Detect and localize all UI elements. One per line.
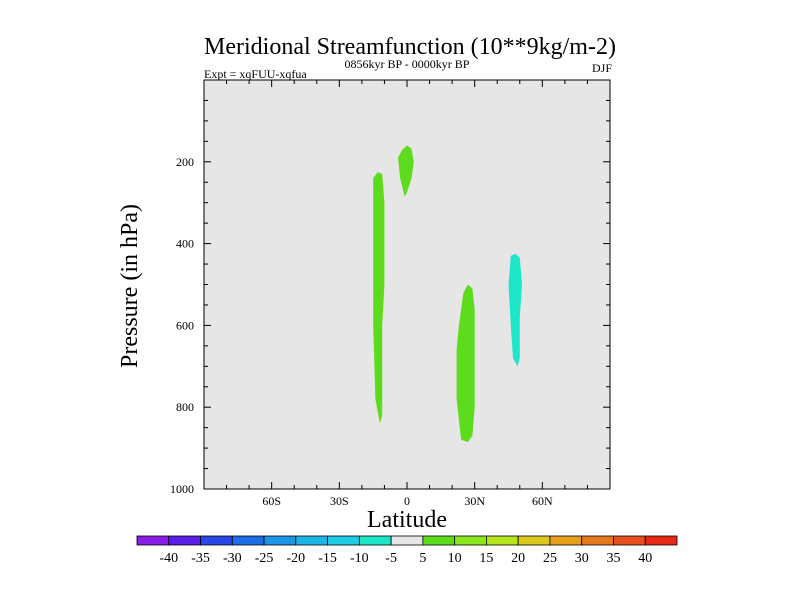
colorbar-label: -15 bbox=[318, 551, 337, 566]
colorbar-swatch bbox=[486, 535, 519, 546]
colorbar-label: 15 bbox=[479, 551, 493, 566]
x-tick-label: 60S bbox=[262, 494, 281, 508]
x-tick-label: 60N bbox=[532, 494, 553, 508]
colorbar-swatch bbox=[517, 535, 551, 546]
region-northern-midlatitudes bbox=[508, 253, 522, 367]
x-tick-label: 30S bbox=[330, 494, 349, 508]
colorbar-swatch bbox=[168, 535, 201, 546]
colorbar-swatch bbox=[422, 535, 456, 546]
colorbar-label: -20 bbox=[286, 551, 305, 566]
plot-area bbox=[204, 80, 610, 489]
colorbar-swatch bbox=[327, 535, 360, 546]
colorbar-swatch bbox=[454, 535, 487, 546]
contour-regions bbox=[373, 145, 522, 442]
colorbar-swatch bbox=[231, 535, 265, 546]
region-polar-cap-south-of-equator bbox=[398, 145, 414, 197]
colorbar-label: -35 bbox=[191, 551, 210, 566]
colorbar-swatch bbox=[136, 535, 170, 546]
colorbar-label: 35 bbox=[606, 551, 620, 566]
colorbar-label: 20 bbox=[511, 551, 525, 566]
colorbar-label: -30 bbox=[223, 551, 242, 566]
colorbar-label: -40 bbox=[159, 551, 178, 566]
y-tick-label: 400 bbox=[176, 237, 194, 251]
season-label: DJF bbox=[592, 61, 612, 75]
colorbar-label: 25 bbox=[543, 551, 557, 566]
chart-title: Meridional Streamfunction (10**9kg/m-2) bbox=[204, 34, 616, 60]
y-tick-label: 800 bbox=[176, 400, 194, 414]
colorbar-swatch bbox=[581, 535, 614, 546]
x-tick-label: 0 bbox=[404, 494, 410, 508]
colorbar-swatch bbox=[295, 535, 328, 546]
colorbar-label: 5 bbox=[419, 551, 426, 566]
y-tick-label: 1000 bbox=[170, 482, 194, 496]
colorbar-swatch bbox=[200, 535, 233, 546]
colorbar-label: 40 bbox=[638, 551, 652, 566]
colorbar-swatch bbox=[613, 535, 646, 546]
colorbar-swatch bbox=[549, 535, 583, 546]
region-northern-subtropics bbox=[456, 284, 475, 442]
y-tick-label: 600 bbox=[176, 318, 194, 332]
colorbar-swatch bbox=[358, 535, 392, 546]
x-tick-label: 30N bbox=[464, 494, 485, 508]
colorbar-label: -25 bbox=[255, 551, 274, 566]
colorbar-label: -10 bbox=[350, 551, 369, 566]
colorbar: -40 -35 -30 -25 -20 -15 -10 -5 5 10 15 20 25 30 35 40 bbox=[136, 535, 678, 566]
period-label: 0856kyr BP - 0000kyr BP bbox=[345, 57, 470, 71]
y-tick-label: 200 bbox=[176, 155, 194, 169]
colorbar-label: 10 bbox=[448, 551, 462, 566]
region-southern-subtropics bbox=[373, 172, 385, 424]
colorbar-label: -5 bbox=[385, 551, 397, 566]
colorbar-swatch bbox=[263, 535, 297, 546]
colorbar-swatch bbox=[390, 535, 424, 546]
y-axis-label: Pressure (in hPa) bbox=[117, 204, 143, 368]
x-axis-label: Latitude bbox=[367, 507, 447, 533]
experiment-label: Expt = xqFUU-xqfua bbox=[204, 67, 307, 81]
axis-ticks: 60S 30S 0 30N 60N 200 400 600 800 1000 bbox=[170, 79, 611, 508]
colorbar-swatch bbox=[644, 535, 678, 546]
colorbar-label: 30 bbox=[575, 551, 589, 566]
